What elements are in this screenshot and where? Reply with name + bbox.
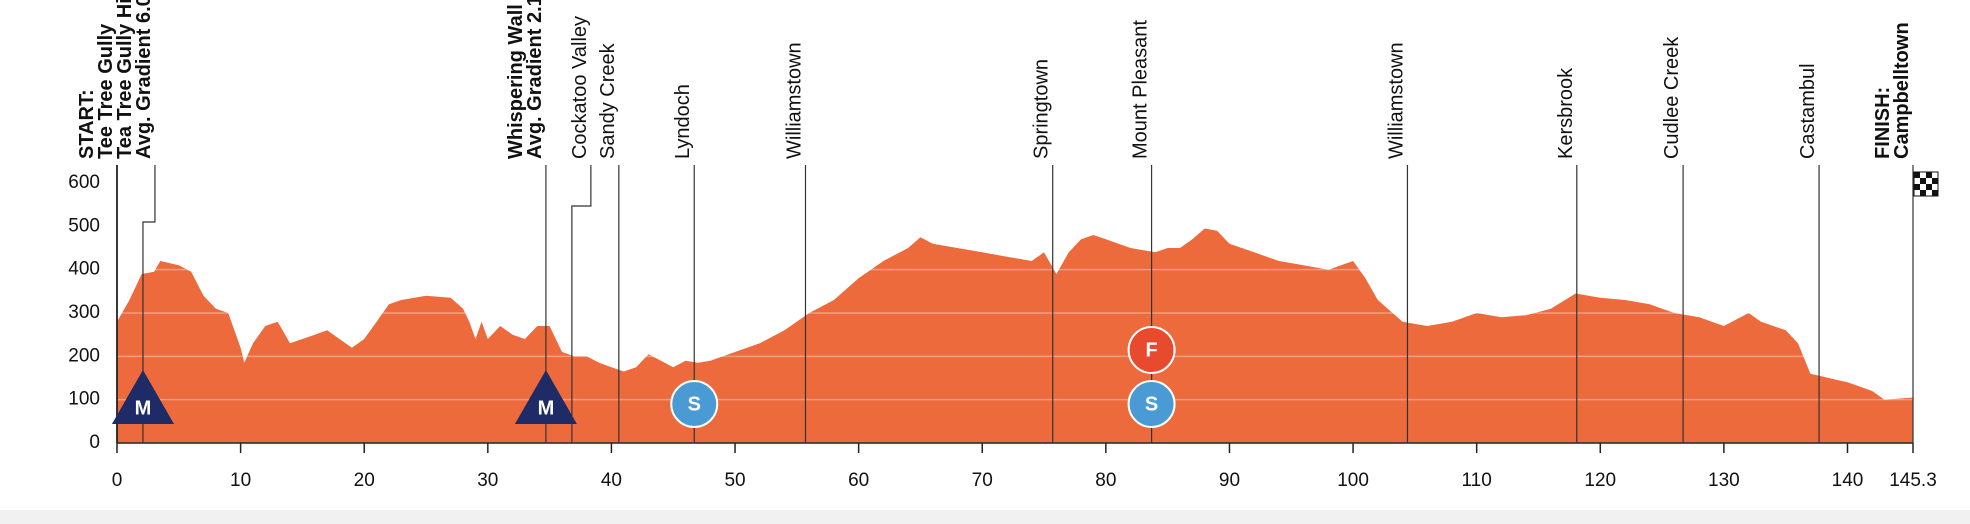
place-label: Sandy Creek [597, 42, 619, 159]
x-tick-label: 120 [1584, 470, 1616, 491]
place-label: Lyndoch [672, 84, 694, 159]
sprint-icon [1127, 326, 1176, 374]
finish-flag [1926, 184, 1932, 190]
x-tick-label: 145.3 [1889, 470, 1937, 491]
icon-label: M [135, 397, 152, 419]
place-label: START: [76, 89, 98, 159]
place-label: Kersbrook [1555, 67, 1577, 159]
place-line [571, 165, 592, 443]
place-label: Avg. Gradient 2.1% [524, 0, 546, 159]
bottom-band [0, 510, 1970, 524]
x-tick-label: 80 [1095, 470, 1116, 491]
icon-label: S [1145, 393, 1158, 415]
finish-flag [1920, 178, 1926, 184]
x-tick-label: 40 [601, 470, 622, 491]
icon-label: F [1145, 339, 1157, 361]
x-tick-label: 70 [972, 470, 993, 491]
place-label: Castambul [1797, 63, 1819, 159]
finish-flag [1914, 184, 1920, 190]
place-line [142, 165, 156, 443]
place-label: Avg. Gradient 6.0% [133, 0, 155, 159]
place-label: Williamstown [1385, 42, 1407, 159]
finish-flag [1932, 190, 1938, 196]
place-label: Tea Tree Gully Hill [114, 0, 136, 159]
y-tick-label: 300 [68, 302, 100, 323]
finish-flag [1920, 190, 1926, 196]
finish-flag [1926, 172, 1932, 178]
sprint-icon [670, 380, 719, 428]
finish-flag [1932, 178, 1938, 184]
place-label: Mount Pleasant [1130, 20, 1152, 159]
place-label: Whispering Wall [505, 4, 527, 159]
mountain-icon [514, 370, 577, 424]
x-tick-label: 0 [112, 470, 123, 491]
place-label: Cockatoo Valley [569, 16, 591, 159]
place-label: Tee Tree Gully [95, 23, 117, 159]
y-tick-label: 100 [68, 389, 100, 410]
place-label: Springtown [1031, 59, 1053, 159]
place-label: Cudlee Creek [1661, 36, 1683, 159]
x-tick-label: 30 [477, 470, 498, 491]
place-label: Williamstown [783, 42, 805, 159]
x-tick-label: 130 [1708, 470, 1740, 491]
x-tick-label: 60 [848, 470, 869, 491]
x-tick-label: 10 [230, 470, 251, 491]
y-tick-label: 0 [89, 432, 100, 453]
finish-flag [1914, 172, 1920, 178]
icon-label: S [688, 393, 701, 415]
x-tick-label: 90 [1219, 470, 1240, 491]
x-tick-label: 20 [354, 470, 375, 491]
icon-label: M [538, 397, 555, 419]
y-tick-label: 200 [68, 345, 100, 366]
elevation-area [117, 228, 1913, 443]
x-tick-label: 100 [1337, 470, 1369, 491]
x-tick-label: 50 [724, 470, 745, 491]
sprint-icon [1127, 380, 1176, 428]
x-tick-label: 110 [1462, 470, 1492, 491]
place-label: Campbelltown [1891, 22, 1913, 159]
y-tick-label: 600 [68, 172, 100, 193]
finish-flag-border [1913, 171, 1939, 197]
place-label: FINISH: [1872, 87, 1894, 159]
y-tick-label: 400 [68, 259, 100, 280]
y-tick-label: 500 [68, 215, 100, 236]
mountain-icon [111, 370, 174, 424]
x-tick-label: 140 [1832, 470, 1864, 491]
